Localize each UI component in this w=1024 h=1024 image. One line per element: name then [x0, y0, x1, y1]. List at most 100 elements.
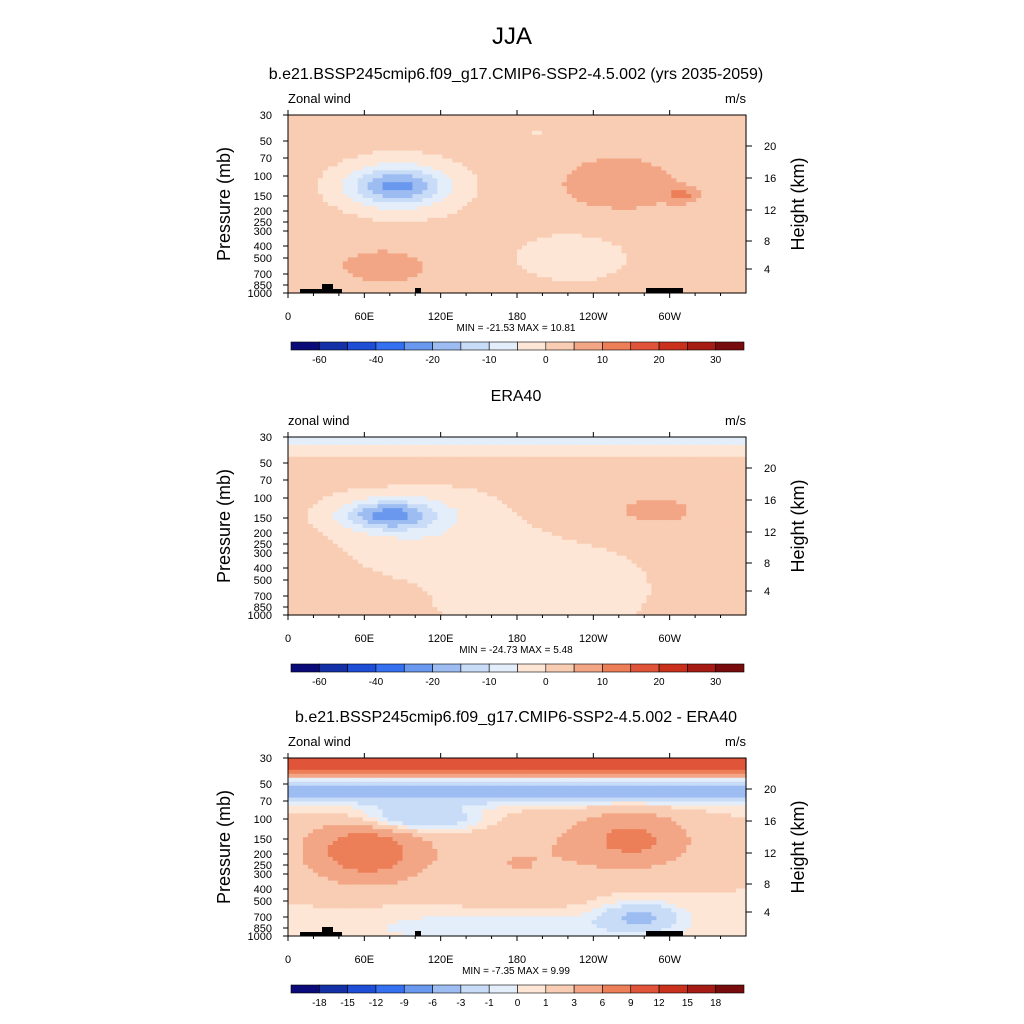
wind-cell — [422, 174, 428, 179]
wind-cell — [307, 460, 314, 466]
wind-cell — [437, 460, 443, 466]
wind-cell — [382, 138, 389, 144]
wind-cell — [517, 134, 523, 140]
wind-cell — [407, 202, 414, 207]
wind-cell — [691, 154, 697, 160]
wind-cell — [596, 194, 603, 199]
wind-cell — [502, 269, 508, 274]
wind-cell — [616, 448, 623, 454]
wind-cell — [422, 289, 428, 294]
wind-cell — [721, 205, 727, 211]
wind-cell — [492, 281, 498, 286]
wind-cell — [586, 448, 593, 454]
wind-cell — [741, 162, 747, 168]
wind-cell — [551, 229, 558, 235]
wind-cell — [666, 178, 672, 183]
wind-cell — [437, 265, 443, 270]
wind-cell — [526, 138, 533, 144]
wind-cell — [477, 146, 483, 152]
wind-cell — [342, 122, 349, 128]
wind-cell — [492, 437, 498, 442]
wind-cell — [352, 194, 359, 199]
wind-cell — [402, 444, 409, 450]
wind-cell — [302, 130, 309, 136]
wind-cell — [541, 182, 548, 187]
wind-cell — [392, 174, 399, 179]
wind-cell — [367, 154, 374, 160]
wind-cell — [412, 142, 419, 148]
wind-cell — [352, 437, 359, 442]
wind-cell — [367, 115, 374, 120]
wind-cell — [377, 289, 384, 294]
wind-cell — [337, 285, 344, 290]
wind-cell — [601, 237, 608, 243]
wind-cell — [621, 225, 628, 231]
wind-cell — [711, 217, 717, 223]
wind-cell — [581, 285, 588, 290]
wind-cell — [427, 178, 433, 183]
wind-cell — [332, 209, 339, 215]
wind-cell — [427, 289, 433, 294]
wind-cell — [576, 229, 583, 235]
wind-cell — [661, 277, 667, 282]
wind-cell — [591, 134, 598, 140]
wind-cell — [512, 269, 518, 274]
wind-cell — [526, 122, 533, 128]
wind-cell — [671, 249, 677, 255]
wind-cell — [497, 194, 503, 199]
wind-cell — [706, 182, 712, 187]
wind-cell — [327, 217, 334, 223]
wind-cell — [571, 269, 578, 274]
wind-cell — [526, 170, 533, 175]
wind-cell — [317, 130, 324, 136]
wind-cell — [377, 440, 384, 446]
wind-cell — [606, 170, 613, 175]
wind-cell — [327, 115, 334, 120]
wind-cell — [332, 281, 339, 286]
wind-cell — [377, 237, 384, 243]
wind-cell — [556, 452, 563, 458]
wind-cell — [701, 460, 707, 466]
wind-cell — [452, 162, 458, 168]
wind-cell — [502, 150, 508, 156]
wind-cell — [292, 225, 299, 231]
wind-cell — [596, 158, 603, 164]
wind-cell — [636, 245, 643, 251]
wind-cell — [288, 437, 294, 442]
wind-cell — [457, 198, 463, 203]
wind-cell — [372, 146, 379, 152]
wind-cell — [472, 166, 478, 171]
wind-cell — [417, 233, 424, 239]
wind-cell — [382, 205, 389, 211]
wind-cell — [462, 150, 468, 156]
wind-cell — [736, 154, 742, 160]
wind-cell — [447, 229, 453, 235]
wind-cell — [297, 205, 304, 211]
wind-cell — [526, 126, 533, 132]
wind-cell — [382, 281, 389, 286]
wind-cell — [442, 273, 448, 278]
wind-cell — [641, 162, 648, 168]
wind-cell — [502, 277, 508, 282]
wind-cell — [641, 205, 648, 211]
wind-cell — [556, 253, 563, 258]
wind-cell — [432, 249, 438, 255]
wind-cell — [676, 444, 682, 450]
wind-cell — [327, 281, 334, 286]
wind-cell — [666, 166, 672, 171]
wind-cell — [492, 162, 498, 168]
wind-cell — [397, 209, 404, 215]
wind-cell — [576, 190, 583, 195]
wind-cell — [387, 225, 394, 231]
wind-cell — [696, 150, 702, 156]
wind-cell — [422, 229, 428, 235]
wind-cell — [546, 456, 553, 462]
wind-cell — [307, 277, 314, 282]
wind-cell — [681, 122, 687, 128]
wind-cell — [676, 162, 682, 168]
wind-cell — [427, 138, 433, 144]
wind-cell — [741, 205, 747, 211]
wind-cell — [342, 269, 349, 274]
wind-cell — [666, 261, 672, 266]
wind-cell — [606, 205, 613, 211]
